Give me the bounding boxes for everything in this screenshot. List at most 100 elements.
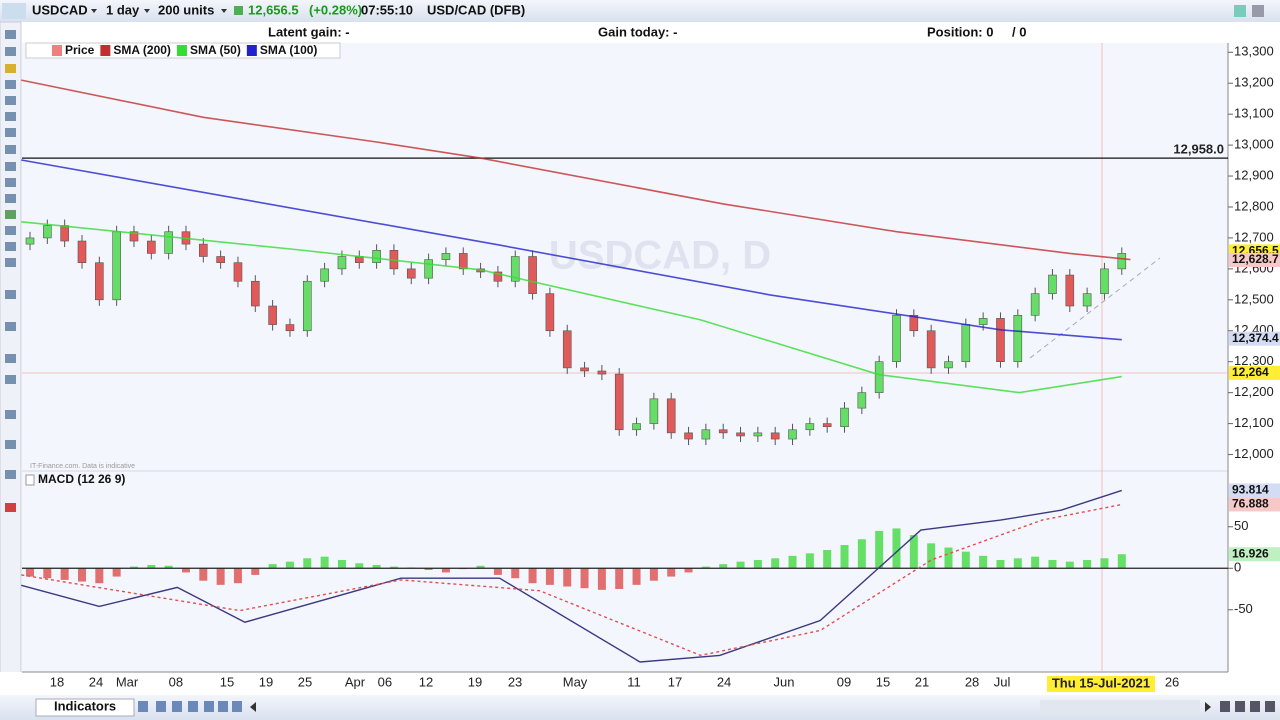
candle <box>545 293 555 332</box>
panel-handle[interactable] <box>25 474 35 486</box>
x-tick-label: Mar <box>116 674 139 689</box>
value-tag-label: 12,264 <box>1232 365 1269 379</box>
sma-line <box>21 221 1122 394</box>
candle <box>424 259 433 279</box>
legend-label: SMA (200) <box>113 43 171 57</box>
legend: Price SMA (200) SMA (50) SMA (100) <box>25 42 341 59</box>
candle <box>528 256 537 294</box>
candle <box>302 280 312 332</box>
candle <box>406 268 416 279</box>
y-tick-label: 13,000 <box>1234 137 1274 152</box>
value-tag <box>1229 331 1280 346</box>
instrument: USD/CAD (DFB) <box>427 2 525 17</box>
x-tick-label: 24 <box>89 674 103 689</box>
candle <box>597 370 607 375</box>
sma-line <box>21 79 1131 261</box>
x-tick-label: 18 <box>50 674 64 689</box>
candle <box>199 243 208 257</box>
histogram-bar <box>95 568 104 584</box>
settings-icon[interactable] <box>1252 5 1264 17</box>
x-tick-label: May <box>563 674 588 689</box>
legend-label: SMA (50) <box>190 43 241 57</box>
candle <box>580 367 589 372</box>
candle <box>337 256 347 270</box>
histogram-bar <box>667 568 676 577</box>
histogram-bar <box>545 568 554 585</box>
histogram-bar <box>615 568 624 590</box>
menu-icon[interactable] <box>2 3 26 19</box>
histogram-bar <box>1083 559 1092 569</box>
histogram-bar <box>476 565 485 569</box>
histogram-bar <box>511 568 520 579</box>
x-tick-label: 09 <box>837 674 851 689</box>
candle <box>996 318 1005 363</box>
candle <box>1048 274 1057 294</box>
dropdown-arrow[interactable] <box>91 9 97 13</box>
histogram-bar <box>597 568 606 590</box>
histogram-bar <box>181 568 190 573</box>
histogram-bar <box>1100 558 1109 569</box>
bottom-icons[interactable] <box>138 701 242 712</box>
x-tick-label: 06 <box>378 674 392 689</box>
histogram-bar <box>303 558 312 569</box>
candle <box>632 423 641 431</box>
candle <box>458 253 468 270</box>
candle <box>718 429 728 434</box>
y-tick-label: 13,200 <box>1234 75 1274 90</box>
value-tag-label: 12,628.7 <box>1232 252 1279 266</box>
x-tick-label: 28 <box>965 674 979 689</box>
histogram-bar <box>563 568 572 587</box>
histogram-bar <box>701 566 710 569</box>
x-tick-label: Jun <box>774 674 795 689</box>
y-tick-label: 50 <box>1234 518 1248 533</box>
histogram-bar <box>77 568 86 582</box>
x-tick-label: 15 <box>220 674 234 689</box>
x-tick-label: 11 <box>627 674 641 689</box>
indicators[interactable]: Indicators <box>54 698 116 713</box>
dropdown-arrow[interactable] <box>144 9 150 13</box>
candle <box>649 398 659 424</box>
scroll-right[interactable] <box>1205 702 1211 712</box>
indicators-button[interactable] <box>35 698 135 717</box>
y-tick-label: 12,800 <box>1234 198 1274 213</box>
histogram-bar <box>857 539 866 569</box>
candle <box>701 429 711 440</box>
time-axis <box>0 672 1280 695</box>
candle <box>1013 314 1023 363</box>
candle <box>268 305 277 325</box>
scrollbar-thumb[interactable] <box>1040 700 1200 714</box>
histogram-bar <box>441 568 450 573</box>
value-tag-label: 93.814 <box>1232 483 1269 497</box>
histogram-bar <box>632 568 641 585</box>
y-tick-label: 13,300 <box>1234 44 1274 59</box>
dropdown-arrow[interactable] <box>221 9 227 13</box>
size[interactable]: 200 units <box>158 2 214 17</box>
interval[interactable]: 1 day <box>106 2 140 17</box>
candle <box>944 361 953 369</box>
zoom-icons[interactable] <box>1220 701 1275 712</box>
histogram-bar <box>1013 558 1022 569</box>
legend-swatch <box>176 45 187 56</box>
candle <box>770 432 780 440</box>
candle <box>1100 268 1109 294</box>
position-pct: / 0 <box>1012 24 1026 39</box>
x-tick-label: Apr <box>345 674 366 689</box>
histogram-bar <box>389 566 398 569</box>
candle <box>372 250 381 263</box>
histogram-bar <box>979 555 988 569</box>
candle <box>736 432 745 437</box>
candle <box>684 432 693 440</box>
refresh-icon[interactable] <box>1234 5 1246 17</box>
scroll-left[interactable] <box>250 702 256 712</box>
histogram-bar <box>909 535 918 569</box>
symbol[interactable]: USDCAD <box>32 2 88 17</box>
candle <box>510 256 520 282</box>
histogram-bar <box>129 566 138 569</box>
histogram-bar <box>320 556 329 569</box>
histogram-bar <box>649 568 658 581</box>
x-tick-label: 25 <box>298 674 312 689</box>
histogram-bar <box>147 564 156 569</box>
histogram-bar <box>268 564 277 569</box>
price: 12,656.5 <box>248 2 299 17</box>
tool-icons[interactable] <box>5 30 16 512</box>
